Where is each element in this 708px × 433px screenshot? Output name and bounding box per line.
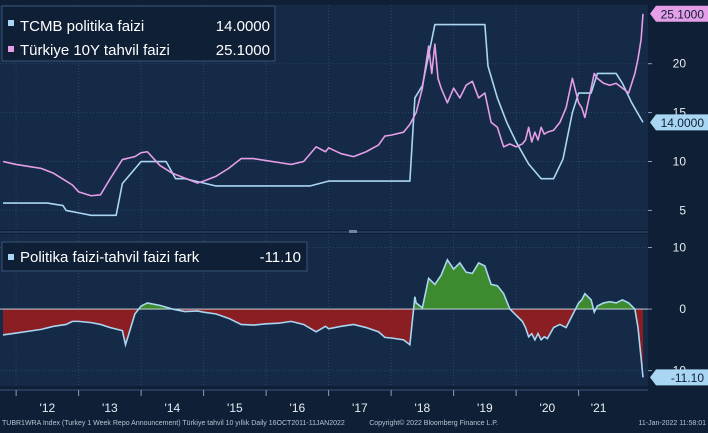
x-tick-label: '16 (290, 401, 306, 415)
tcmb-politika-faizi-line (3, 23, 644, 217)
t-rkiye-10y-tahvil-faizi-last-value-tag: 25.1000 (650, 5, 708, 22)
x-tick-label: '12 (40, 401, 56, 415)
top-panel-last-value-labels: 14.0000 25.1000 (650, 5, 708, 131)
spread-negative-fill (3, 309, 643, 378)
y-tick-label: 5 (679, 203, 686, 217)
top-panel-series (2, 13, 644, 217)
footer: TUBR1WRA Index (Turkey 1 Week Repo Annou… (2, 419, 706, 427)
x-axis: '12 '13 '14 '15 '16 '17 '18 '19 '20 '21 (0, 389, 648, 415)
last-value-tag-label: 14.0000 (661, 116, 705, 130)
bottom-panel-series (0, 258, 648, 378)
bottom-legend-box (1, 241, 308, 272)
last-value-tag-label: 25.1000 (661, 7, 705, 21)
bottom-legend: Politika faizi-tahvil faizi fark -11.10 (1, 241, 308, 272)
spread-positive-fill (138, 259, 635, 310)
policy-legend-label: TCMB politika faizi (20, 18, 144, 35)
top-legend-box (1, 5, 276, 62)
x-tick-label: '20 (540, 401, 556, 415)
x-tick-label: '15 (227, 401, 243, 415)
last-value-tag-label: -11.10 (671, 371, 704, 385)
last-value-tag-background (650, 369, 708, 386)
t-rkiye-10y-tahvil-faizi-line (2, 13, 644, 197)
footer-copyright: Copyright© 2022 Bloomberg Finance L.P. (369, 419, 498, 427)
x-tick-label: '21 (591, 401, 607, 415)
bottom-panel-last-value-labels: -11.10 (650, 369, 708, 386)
x-tick-label: '18 (415, 401, 431, 415)
y-tick-label: 10 (673, 155, 687, 169)
footer-timestamp: 11-Jan-2022 11:58:01 (639, 420, 707, 427)
spread-legend-label: Politika faizi-tahvil faizi fark (20, 249, 200, 266)
bond-legend-swatch (8, 46, 14, 52)
y-tick-label: 10 (673, 241, 687, 255)
y-tick-label: 0 (679, 302, 686, 316)
politika-faizi-tahvil-faizi-fark-last-value-tag: -11.10 (650, 369, 708, 386)
politika-faizi-tahvil-faizi-fark-line (2, 258, 644, 378)
policy-legend-swatch (8, 20, 14, 26)
top-panel-grid (0, 5, 648, 230)
spread-legend-swatch (8, 254, 14, 260)
top-legend: TCMB politika faizi 14.0000 Türkiye 10Y … (1, 5, 276, 62)
x-tick-label: '14 (165, 401, 181, 415)
x-tick-label: '17 (352, 401, 368, 415)
tcmb-politika-faizi-last-value-tag: 14.0000 (650, 114, 708, 131)
policy-legend-value: 14.0000 (216, 18, 270, 35)
y-tick-label: 20 (673, 57, 687, 71)
spread-legend-value: -11.10 (260, 249, 301, 266)
x-tick-label: '19 (477, 401, 493, 415)
footer-source: TUBR1WRA Index (Turkey 1 Week Repo Annou… (2, 420, 345, 427)
panel-resize-handle[interactable] (349, 230, 357, 233)
bond-legend-label: Türkiye 10Y tahvil faizi (20, 42, 170, 59)
x-tick-label: '13 (102, 401, 118, 415)
bond-legend-value: 25.1000 (216, 42, 270, 59)
last-value-tag-background (650, 114, 708, 131)
last-value-tag-background (650, 5, 708, 22)
